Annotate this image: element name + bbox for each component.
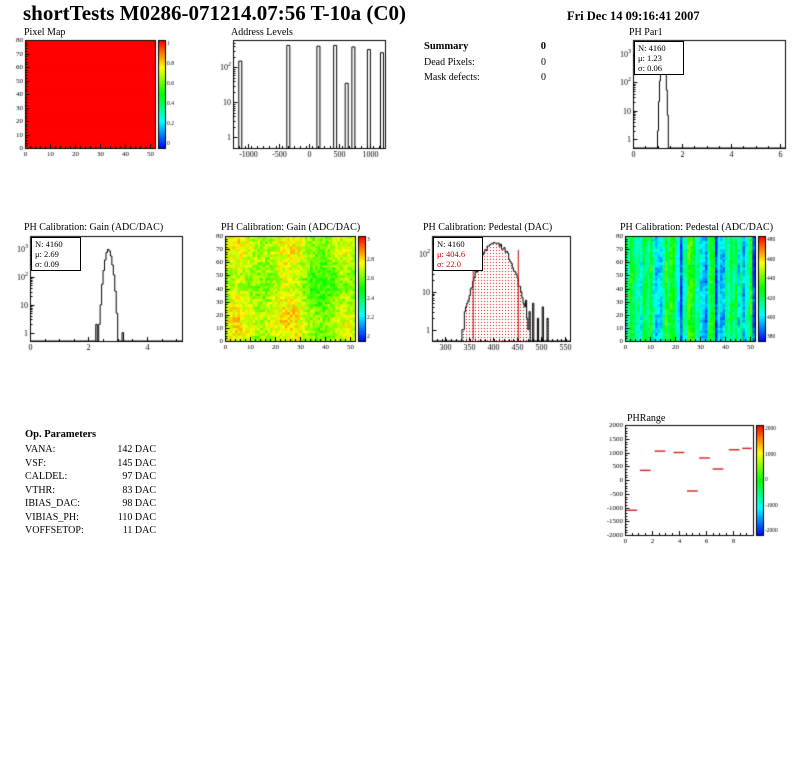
pedestal-hist-statbox: N: 4160 μ: 404.6 σ: 22.0 [433,237,483,271]
op-param-value: 142 DAC [117,444,156,455]
ph-par1-statbox: N: 4160 μ: 1.23 σ: 0.06 [634,41,684,75]
op-param-row: CALDEL: 97 DAC [25,471,156,485]
op-param-value: 145 DAC [117,457,156,469]
summary-row-value: 0 [541,72,546,83]
summary-row-label: Dead Pixels: [424,56,475,68]
op-param-value: 83 DAC [122,484,156,496]
ph-range-title: PHRange [627,413,666,424]
op-parameters-list: VANA: 142 DAC VSF: 145 DAC CALDEL: 97 DA… [25,444,156,539]
stat-entries: N: 4160 [35,239,63,249]
stat-sigma: σ: 22.0 [437,259,461,269]
op-param-label: IBIAS_DAC: [25,498,81,509]
timestamp: Fri Dec 14 09:16:41 2007 [567,9,700,23]
op-param-row: VSF: 145 DAC [25,458,156,472]
op-parameters-title: Op. Parameters [25,429,97,440]
stat-mean: μ: 404.6 [437,249,466,259]
op-param-row: VTHR: 83 DAC [25,485,156,499]
summary-total-value: 0 [540,41,546,52]
op-param-label: VTHR: [25,484,55,496]
summary-title: Summary [424,41,469,52]
pedestal-map-title: PH Calibration: Pedestal (ADC/DAC) [620,222,774,233]
stat-sigma: σ: 0.09 [35,259,59,269]
pixel-map-title: Pixel Map [24,27,66,38]
stat-mean: μ: 1.23 [638,53,662,63]
summary-row: Dead Pixels: 0 [424,57,546,68]
summary-row: Mask defects: 0 [424,72,546,83]
stat-entries: N: 4160 [638,43,666,53]
gain-hist-title: PH Calibration: Gain (ADC/DAC) [24,222,164,233]
summary-row-label: Mask defects: [424,72,480,83]
stat-entries: N: 4160 [437,239,465,249]
stat-sigma: σ: 0.06 [638,63,662,73]
stat-mean: μ: 2.69 [35,249,59,259]
op-param-row: IBIAS_DAC: 98 DAC [25,498,156,512]
op-param-value: 11 DAC [122,525,156,536]
op-param-value: 97 DAC [122,471,156,482]
summary-panel: Summary 0 Dead Pixels: 0 Mask defects: 0 [424,41,546,83]
gain-map-title: PH Calibration: Gain (ADC/DAC) [221,222,361,233]
summary-row-value: 0 [541,56,546,68]
ph-par1-title: PH Par1 [629,27,663,38]
op-param-label: VOFFSETOP: [25,525,84,536]
op-param-row: VANA: 142 DAC [25,444,156,458]
op-param-row: VOFFSETOP: 11 DAC [25,525,156,539]
gain-hist-statbox: N: 4160 μ: 2.69 σ: 0.09 [31,237,81,271]
op-parameters-panel: Op. Parameters VANA: 142 DAC VSF: 145 DA… [25,429,156,539]
op-param-value: 110 DAC [117,511,156,523]
address-levels-title: Address Levels [231,27,293,38]
page-title: shortTests M0286-071214.07:56 T-10a (C0) [23,1,407,25]
op-param-value: 98 DAC [122,498,156,509]
op-param-label: CALDEL: [25,471,68,482]
pedestal-hist-title: PH Calibration: Pedestal (DAC) [423,222,553,233]
summary-header-row: Summary 0 [424,41,546,52]
op-param-label: VIBIAS_PH: [25,511,79,523]
op-param-label: VANA: [25,444,56,455]
op-param-row: VIBIAS_PH: 110 DAC [25,512,156,526]
op-param-label: VSF: [25,457,47,469]
